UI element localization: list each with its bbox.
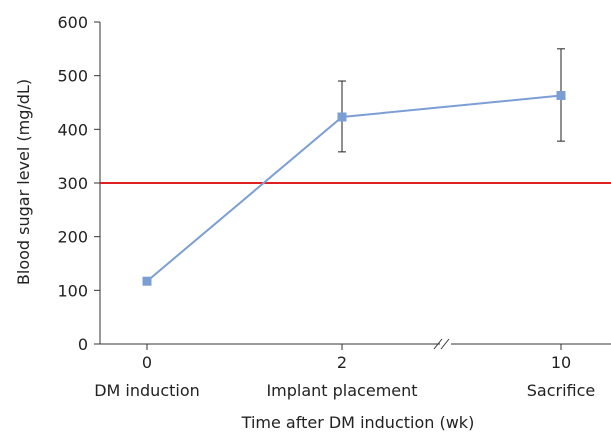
- x-category-label: DM induction: [94, 381, 200, 400]
- x-axis-break-mark: [433, 338, 450, 350]
- y-tick-label: 0: [78, 335, 88, 354]
- series-layer: [142, 48, 566, 286]
- y-axis-title: Blood sugar level (mg/dL): [14, 79, 33, 285]
- y-tick-label: 200: [57, 228, 88, 247]
- series-line: [146, 94, 562, 282]
- y-tick-label: 300: [57, 174, 88, 193]
- y-tick-label: 500: [57, 67, 88, 86]
- y-ticks: 0 100 200 300 400 500 600: [57, 13, 100, 354]
- y-tick-label: 400: [57, 120, 88, 139]
- data-point-marker: [337, 112, 347, 122]
- x-tick-label: 0: [142, 353, 152, 372]
- x-category-label: Sacrifice: [527, 381, 596, 400]
- x-ticks: 0 DM induction 2 Implant placement 10 Sacrifi…: [94, 344, 595, 400]
- data-point-marker: [556, 91, 566, 101]
- y-tick-label: 600: [57, 13, 88, 32]
- x-axis-title: Time after DM induction (wk): [241, 413, 475, 432]
- data-point-marker: [142, 276, 152, 286]
- x-category-label: Implant placement: [266, 381, 417, 400]
- x-tick-label: 2: [337, 353, 347, 372]
- y-tick-label: 100: [57, 281, 88, 300]
- x-tick-label: 10: [551, 353, 571, 372]
